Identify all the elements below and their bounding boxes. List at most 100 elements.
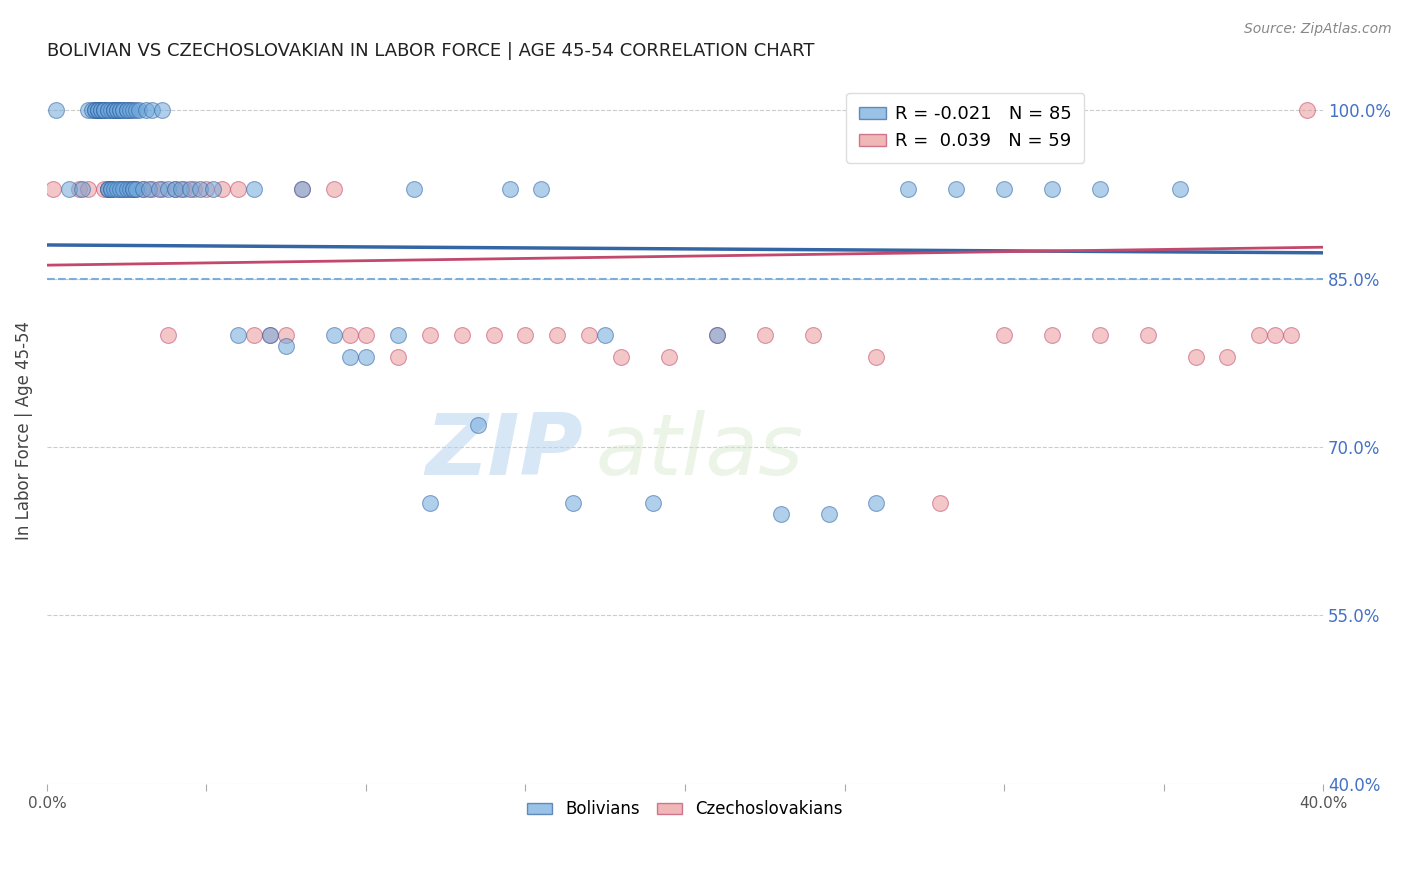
Text: BOLIVIAN VS CZECHOSLOVAKIAN IN LABOR FORCE | AGE 45-54 CORRELATION CHART: BOLIVIAN VS CZECHOSLOVAKIAN IN LABOR FOR… — [46, 42, 814, 60]
Point — [141, 182, 163, 196]
Point — [67, 182, 90, 196]
Point — [259, 327, 281, 342]
Point — [90, 103, 112, 118]
Point — [865, 496, 887, 510]
Point — [498, 182, 520, 196]
Point — [110, 182, 132, 196]
Point — [83, 103, 105, 118]
Point — [1216, 350, 1239, 364]
Point — [125, 182, 148, 196]
Point — [945, 182, 967, 196]
Point — [482, 327, 505, 342]
Point — [515, 327, 537, 342]
Point — [1249, 327, 1271, 342]
Point — [993, 182, 1015, 196]
Text: ZIP: ZIP — [425, 410, 583, 493]
Point — [122, 103, 145, 118]
Point — [112, 182, 135, 196]
Point — [93, 103, 115, 118]
Point — [83, 103, 105, 118]
Point — [1136, 327, 1159, 342]
Point — [83, 103, 105, 118]
Point — [150, 182, 173, 196]
Point — [118, 103, 141, 118]
Point — [103, 103, 125, 118]
Point — [419, 327, 441, 342]
Point — [201, 182, 224, 196]
Point — [402, 182, 425, 196]
Point — [103, 103, 125, 118]
Point — [387, 350, 409, 364]
Point — [817, 508, 839, 522]
Point — [150, 103, 173, 118]
Point — [339, 327, 361, 342]
Point — [87, 103, 110, 118]
Point — [1088, 182, 1111, 196]
Point — [118, 182, 141, 196]
Point — [110, 103, 132, 118]
Point — [87, 103, 110, 118]
Point — [105, 103, 128, 118]
Point — [530, 182, 553, 196]
Point — [339, 350, 361, 364]
Point — [105, 103, 128, 118]
Point — [993, 327, 1015, 342]
Point — [179, 182, 201, 196]
Point — [354, 327, 377, 342]
Text: atlas: atlas — [596, 410, 804, 493]
Point — [58, 182, 80, 196]
Point — [259, 327, 281, 342]
Point — [93, 103, 115, 118]
Point — [115, 103, 138, 118]
Point — [103, 182, 125, 196]
Point — [228, 182, 250, 196]
Point — [173, 182, 195, 196]
Point — [658, 350, 681, 364]
Point — [228, 327, 250, 342]
Point — [96, 182, 118, 196]
Point — [96, 182, 118, 196]
Point — [80, 103, 103, 118]
Point — [115, 182, 138, 196]
Point — [90, 103, 112, 118]
Point — [125, 182, 148, 196]
Point — [578, 327, 600, 342]
Point — [122, 182, 145, 196]
Point — [865, 350, 887, 364]
Point — [157, 327, 180, 342]
Point — [562, 496, 585, 510]
Point — [163, 182, 186, 196]
Point — [1168, 182, 1191, 196]
Point — [118, 103, 141, 118]
Point — [125, 103, 148, 118]
Point — [546, 327, 568, 342]
Point — [1040, 327, 1063, 342]
Point — [419, 496, 441, 510]
Point — [110, 103, 132, 118]
Point — [706, 327, 728, 342]
Point — [754, 327, 776, 342]
Point — [157, 182, 180, 196]
Point — [141, 103, 163, 118]
Point — [387, 327, 409, 342]
Point — [100, 182, 122, 196]
Point — [105, 182, 128, 196]
Point — [110, 182, 132, 196]
Point — [195, 182, 218, 196]
Point — [122, 182, 145, 196]
Point — [87, 103, 110, 118]
Point — [93, 182, 115, 196]
Point — [593, 327, 616, 342]
Y-axis label: In Labor Force | Age 45-54: In Labor Force | Age 45-54 — [15, 320, 32, 540]
Point — [112, 103, 135, 118]
Point — [112, 182, 135, 196]
Point — [929, 496, 952, 510]
Legend: Bolivians, Czechoslovakians: Bolivians, Czechoslovakians — [520, 794, 849, 825]
Point — [103, 103, 125, 118]
Point — [135, 103, 157, 118]
Point — [115, 103, 138, 118]
Point — [1279, 327, 1302, 342]
Point — [610, 350, 633, 364]
Point — [100, 182, 122, 196]
Point — [323, 182, 346, 196]
